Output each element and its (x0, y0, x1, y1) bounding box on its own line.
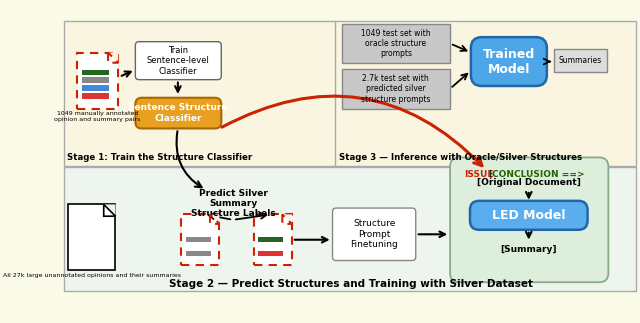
FancyBboxPatch shape (186, 237, 211, 242)
FancyBboxPatch shape (333, 208, 416, 261)
FancyBboxPatch shape (470, 201, 588, 230)
Text: Predict Silver
Summary
Structure Labels: Predict Silver Summary Structure Labels (191, 189, 275, 218)
Text: Train
Sentence-level
Classifier: Train Sentence-level Classifier (147, 46, 209, 76)
Polygon shape (104, 204, 115, 216)
Text: LED Model: LED Model (492, 209, 566, 222)
Text: Trained
Model: Trained Model (483, 47, 535, 76)
Text: ISSUE: ISSUE (463, 170, 493, 179)
Text: CONCLUSION ==>: CONCLUSION ==> (492, 170, 584, 179)
FancyBboxPatch shape (342, 69, 450, 109)
FancyBboxPatch shape (471, 37, 547, 86)
Text: Sentence Structure
Classifier: Sentence Structure Classifier (128, 103, 228, 123)
Text: Stage 1: Train the Structure Classifier: Stage 1: Train the Structure Classifier (67, 153, 252, 162)
FancyBboxPatch shape (186, 251, 211, 256)
FancyBboxPatch shape (83, 93, 109, 99)
Text: 1049 manually annotated
opinion and summary pairs: 1049 manually annotated opinion and summ… (54, 111, 141, 122)
Text: [Summary]: [Summary] (500, 245, 557, 254)
FancyBboxPatch shape (554, 49, 607, 72)
FancyBboxPatch shape (77, 53, 118, 109)
FancyBboxPatch shape (64, 21, 636, 166)
Polygon shape (210, 214, 220, 224)
Text: All 27k large unannotated opinions and their summaries: All 27k large unannotated opinions and t… (3, 273, 181, 278)
FancyBboxPatch shape (136, 42, 221, 80)
FancyBboxPatch shape (182, 214, 220, 265)
FancyBboxPatch shape (83, 70, 109, 75)
FancyBboxPatch shape (83, 78, 109, 83)
FancyBboxPatch shape (259, 237, 283, 242)
FancyBboxPatch shape (254, 214, 292, 265)
FancyBboxPatch shape (136, 98, 221, 129)
Text: [Original Document]: [Original Document] (477, 178, 580, 187)
FancyBboxPatch shape (450, 157, 609, 282)
FancyBboxPatch shape (83, 85, 109, 91)
Text: Stage 3 — Inference with Oracle/Silver Structures: Stage 3 — Inference with Oracle/Silver S… (339, 153, 582, 162)
FancyBboxPatch shape (342, 24, 450, 63)
Text: 2.7k test set with
predicted silver
structure prompts: 2.7k test set with predicted silver stru… (361, 74, 431, 104)
Polygon shape (108, 53, 118, 63)
FancyBboxPatch shape (64, 167, 636, 291)
Text: Structure
Prompt
Finetuning: Structure Prompt Finetuning (350, 219, 398, 249)
Polygon shape (282, 214, 292, 224)
FancyBboxPatch shape (68, 204, 115, 270)
FancyBboxPatch shape (259, 251, 283, 256)
Text: |: | (486, 170, 496, 179)
Text: 1049 test set with
oracle structure
prompts: 1049 test set with oracle structure prom… (361, 28, 431, 58)
Text: Summaries: Summaries (559, 56, 602, 65)
Text: Stage 2 — Predict Structures and Training with Silver Dataset: Stage 2 — Predict Structures and Trainin… (168, 279, 532, 289)
